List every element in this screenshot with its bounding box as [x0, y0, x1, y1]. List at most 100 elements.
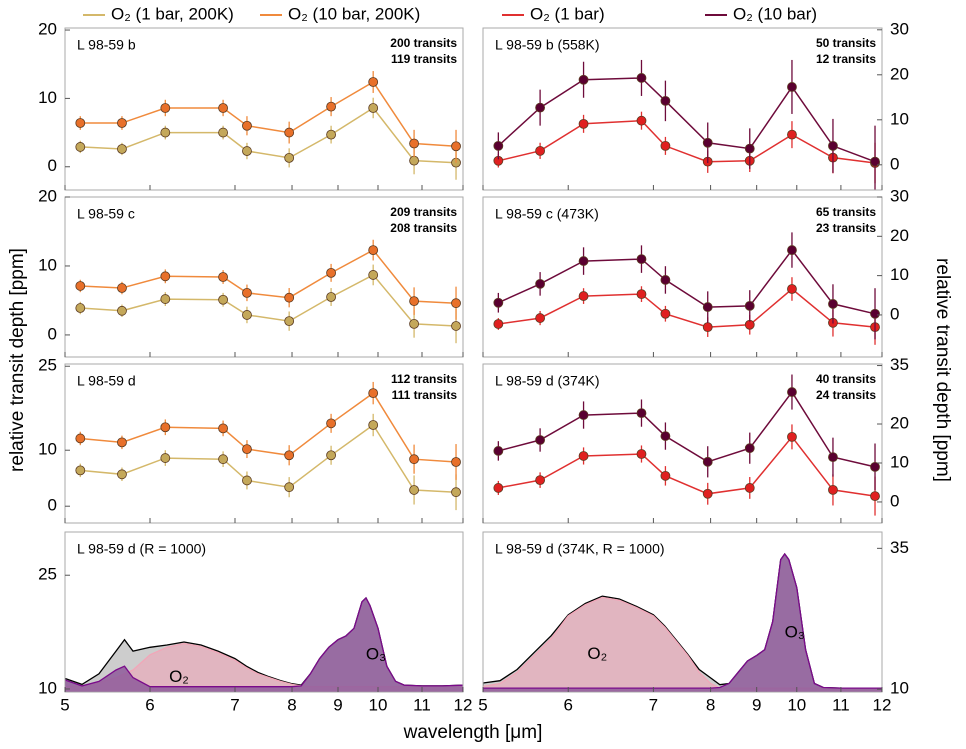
- x-tick-label: 11: [832, 695, 850, 714]
- data-point: [326, 450, 336, 461]
- y-tick-label: 10: [38, 88, 57, 107]
- data-point: [578, 291, 589, 301]
- data-point: [578, 256, 589, 266]
- series-line: [498, 119, 876, 164]
- data-point: [284, 152, 295, 163]
- panel-title: L 98-59 d (374K, R = 1000): [495, 541, 665, 557]
- y-tick-label: 0: [48, 496, 57, 515]
- series-line: [498, 390, 876, 468]
- panel-frame: [482, 27, 883, 191]
- data-point: [368, 388, 379, 399]
- series-line: [80, 273, 457, 327]
- data-point: [75, 142, 86, 152]
- panel: 40 transits 24 transits L 98-59 d (374K) 0 1…: [482, 355, 909, 524]
- spectrum-area: [483, 552, 882, 692]
- x-tick-label: 7: [649, 695, 658, 714]
- y-tick-label: 0: [890, 304, 899, 323]
- series-line: [80, 392, 457, 463]
- plot-area: [75, 239, 461, 344]
- data-point: [828, 484, 838, 495]
- data-point: [242, 444, 252, 454]
- data-point: [75, 118, 86, 128]
- panel-frame: [482, 363, 883, 524]
- y-tick-label: 35: [890, 355, 909, 374]
- data-point: [218, 127, 228, 138]
- panel: 112 transits 111 transits L 98-59 d 0 10 25: [38, 356, 464, 524]
- data-point: [326, 129, 336, 140]
- data-point: [660, 275, 671, 285]
- data-point: [787, 284, 797, 294]
- data-point: [636, 73, 647, 83]
- data-point: [242, 120, 252, 131]
- panel: 209 transits 208 transits L 98-59 c 0 10 20: [38, 186, 464, 358]
- x-tick-label: 7: [230, 695, 239, 714]
- data-point: [744, 300, 755, 311]
- data-point: [535, 102, 546, 113]
- data-point: [660, 431, 671, 441]
- y-tick-label: 20: [890, 413, 909, 432]
- data-point: [636, 449, 647, 459]
- data-point: [828, 452, 838, 463]
- transit-count: 24 transits: [816, 388, 876, 402]
- x-tick-label: 5: [60, 695, 69, 714]
- data-point: [284, 292, 295, 303]
- data-point: [636, 115, 647, 126]
- data-point: [535, 145, 546, 156]
- transit-count: 40 transits: [816, 372, 876, 386]
- data-point: [160, 453, 171, 463]
- data-point: [242, 310, 252, 320]
- data-point: [160, 422, 171, 433]
- y-tick-label: 10: [38, 440, 57, 459]
- data-point: [744, 483, 755, 493]
- data-point: [493, 297, 504, 308]
- panel-title: L 98-59 b (558K): [495, 37, 600, 53]
- data-point: [535, 475, 546, 486]
- panel-title: L 98-59 d: [77, 373, 136, 389]
- data-point: [660, 470, 671, 481]
- panel-title: L 98-59 b: [77, 37, 136, 53]
- y-tick-label: 10: [890, 265, 909, 284]
- data-point: [451, 487, 461, 498]
- x-tick-label: 6: [563, 695, 572, 714]
- data-point: [660, 96, 671, 106]
- data-point: [117, 469, 127, 480]
- data-point: [75, 433, 86, 444]
- data-point: [493, 446, 504, 456]
- data-point: [578, 451, 589, 461]
- series-line: [80, 249, 457, 304]
- data-point: [870, 491, 880, 502]
- data-point: [578, 118, 589, 129]
- data-point: [787, 129, 797, 140]
- data-point: [493, 319, 504, 329]
- panel: 50 transits 12 transits L 98-59 b (558K) 0 1…: [482, 19, 909, 191]
- y-tick-label: 25: [38, 356, 57, 375]
- data-point: [242, 287, 252, 298]
- panel-title: L 98-59 c (473K): [495, 206, 599, 222]
- data-point: [368, 270, 379, 280]
- panel-frame: [482, 531, 883, 693]
- data-point: [117, 118, 127, 128]
- data-point: [636, 289, 647, 300]
- data-point: [409, 485, 419, 495]
- x-tick-label: 8: [287, 695, 296, 714]
- data-point: [242, 146, 252, 156]
- series-line: [80, 423, 457, 493]
- plot-area: [75, 381, 461, 511]
- transit-count: 119 transits: [391, 52, 457, 66]
- data-point: [578, 74, 589, 85]
- plot-area: [493, 232, 880, 345]
- data-point: [75, 465, 86, 476]
- x-tick-label: 9: [333, 695, 342, 714]
- y-tick-label: 0: [890, 491, 899, 510]
- plot-area: [493, 59, 880, 190]
- legend-label: O₂ (1 bar, 200K): [111, 4, 234, 23]
- panel: O₂ O₃ L 98-59 d (374K, R = 1000) 10 35 5 6 7 8 9 1…: [478, 531, 909, 714]
- panel-frame: [64, 531, 464, 693]
- series-line: [80, 80, 457, 148]
- data-point: [636, 408, 647, 419]
- data-point: [409, 155, 419, 166]
- series-line: [498, 288, 876, 328]
- y-tick-label: 35: [890, 538, 909, 557]
- data-point: [451, 298, 461, 309]
- data-point: [326, 418, 336, 429]
